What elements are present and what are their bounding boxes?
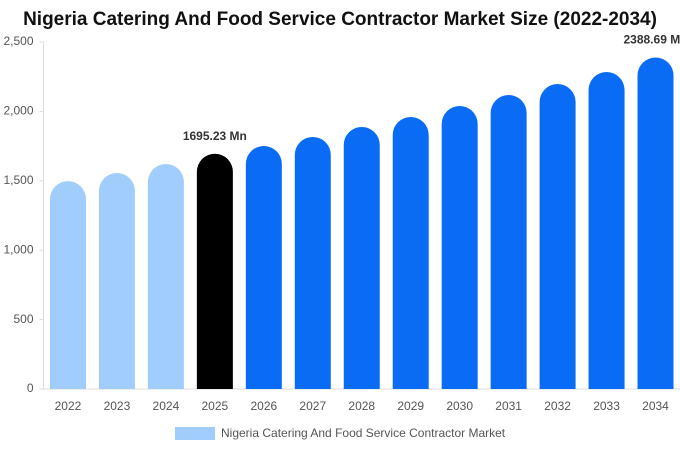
bar — [196, 153, 233, 389]
value-label: 2388.69 Mn — [623, 33, 680, 47]
x-tick-label: 2029 — [397, 399, 424, 413]
x-tick-label: 2031 — [495, 399, 522, 413]
x-tick-label: 2025 — [202, 399, 229, 413]
legend-label: Nigeria Catering And Food Service Contra… — [221, 426, 506, 440]
bar — [294, 136, 331, 389]
bar — [49, 181, 86, 389]
x-tick-label: 2022 — [55, 399, 82, 413]
x-tick-label: 2023 — [104, 399, 131, 413]
bar — [98, 173, 135, 389]
bar — [539, 84, 576, 389]
x-tick-label: 2033 — [593, 399, 620, 413]
y-tick-label: 2,000 — [3, 104, 33, 118]
y-tick-label: 500 — [13, 312, 33, 326]
x-tick-label: 2024 — [153, 399, 180, 413]
x-tick-label: 2032 — [544, 399, 571, 413]
value-label: 1695.23 Mn — [183, 129, 247, 143]
bar — [490, 95, 527, 389]
x-tick-label: 2027 — [299, 399, 326, 413]
bar — [392, 116, 429, 389]
y-tick-label: 1,500 — [3, 173, 33, 187]
x-tick-label: 2034 — [642, 399, 669, 413]
x-tick-label: 2028 — [348, 399, 375, 413]
y-tick-label: 2,500 — [3, 34, 33, 48]
bar — [245, 145, 282, 389]
chart-title: Nigeria Catering And Food Service Contra… — [23, 9, 657, 30]
bar — [147, 164, 184, 389]
bar — [588, 71, 625, 389]
bar — [637, 57, 674, 389]
legend-swatch — [175, 427, 215, 440]
y-tick-label: 1,000 — [3, 242, 33, 256]
x-tick-label: 2030 — [446, 399, 473, 413]
y-tick-label: 0 — [27, 381, 34, 395]
x-tick-label: 2026 — [250, 399, 277, 413]
bar — [441, 105, 478, 389]
bar — [343, 126, 380, 390]
